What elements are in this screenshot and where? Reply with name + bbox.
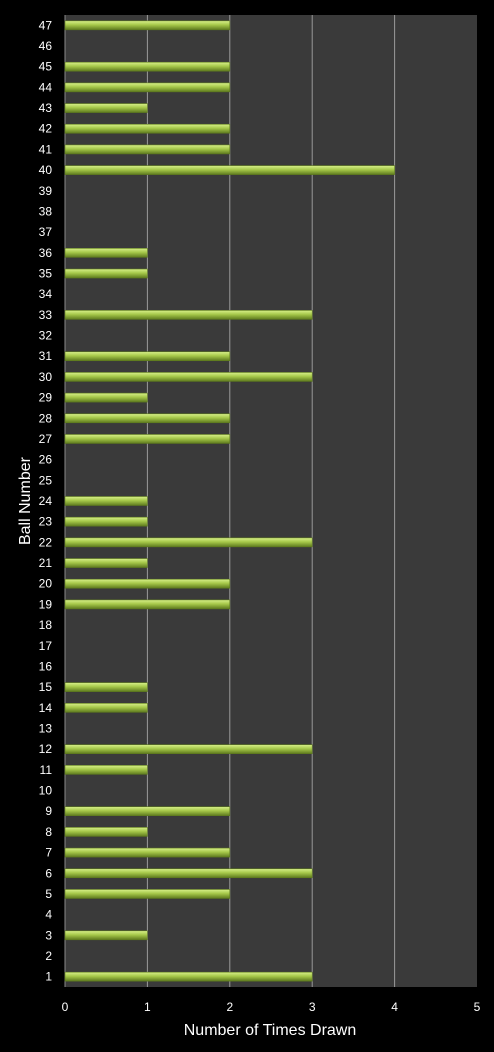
y-tick-label: 3 xyxy=(45,928,52,942)
y-tick-label: 18 xyxy=(39,618,53,632)
bar-ball-30 xyxy=(64,372,313,382)
y-tick-label: 11 xyxy=(40,763,53,777)
bar-ball-21 xyxy=(64,558,148,568)
y-tick-label: 4 xyxy=(45,908,52,922)
y-tick-label: 25 xyxy=(39,473,53,487)
x-tick-label: 3 xyxy=(309,1000,316,1014)
bar-ball-28 xyxy=(64,413,231,424)
y-tick-label: 36 xyxy=(39,246,53,260)
y-tick-label: 8 xyxy=(45,825,52,839)
bar-ball-9 xyxy=(64,806,231,817)
y-tick-label: 6 xyxy=(45,866,52,880)
y-tick-label: 31 xyxy=(39,349,53,363)
y-tick-label: 1 xyxy=(45,970,52,984)
gridlines xyxy=(64,15,396,987)
bar-ball-47 xyxy=(64,20,231,31)
y-tick-label: 44 xyxy=(39,80,53,94)
bar-ball-40 xyxy=(64,165,395,175)
y-tick-label: 32 xyxy=(39,329,53,343)
y-tick-label: 15 xyxy=(39,680,53,694)
y-tick-label: 5 xyxy=(45,887,52,901)
y-tick-label: 20 xyxy=(39,577,53,591)
bar-ball-31 xyxy=(64,351,231,362)
bar-ball-23 xyxy=(64,516,148,527)
x-tick-label: 1 xyxy=(144,1000,151,1014)
bar-ball-35 xyxy=(64,268,148,279)
y-tick-label: 45 xyxy=(39,60,53,74)
y-tick-label: 23 xyxy=(39,515,53,529)
bar-ball-41 xyxy=(64,144,231,155)
x-tick-label: 2 xyxy=(226,1000,233,1014)
bar-ball-8 xyxy=(64,827,148,837)
y-tick-label: 24 xyxy=(39,494,53,508)
bar-ball-6 xyxy=(64,868,313,879)
y-tick-label: 33 xyxy=(39,308,53,322)
y-tick-label: 46 xyxy=(39,39,53,53)
y-tick-label: 9 xyxy=(45,804,52,818)
x-axis-title: Number of Times Drawn xyxy=(184,1022,357,1039)
y-tick-labels: 1234567891011121314151617181920212223242… xyxy=(39,18,53,983)
y-tick-label: 42 xyxy=(39,122,53,136)
bar-ball-7 xyxy=(64,847,231,858)
bar-ball-42 xyxy=(64,123,231,134)
y-tick-label: 28 xyxy=(39,411,53,425)
y-axis-title: Ball Number xyxy=(17,456,34,545)
y-tick-label: 22 xyxy=(39,535,53,549)
x-tick-label: 0 xyxy=(62,1000,69,1014)
y-tick-label: 29 xyxy=(39,391,53,405)
y-tick-label: 19 xyxy=(39,597,53,611)
x-tick-labels: 0 1 2 3 4 5 xyxy=(62,1000,481,1014)
bar-ball-1 xyxy=(64,971,313,982)
y-tick-label: 47 xyxy=(39,18,53,32)
bar-ball-12 xyxy=(64,744,313,754)
bar-ball-19 xyxy=(64,599,231,610)
y-tick-label: 37 xyxy=(39,225,53,239)
bar-ball-29 xyxy=(64,392,148,403)
bars xyxy=(64,20,395,982)
y-tick-label: 39 xyxy=(39,184,53,198)
y-tick-label: 35 xyxy=(39,267,53,281)
bar-ball-3 xyxy=(64,930,148,941)
x-tick-label: 4 xyxy=(391,1000,398,1014)
y-tick-label: 10 xyxy=(39,784,53,798)
y-tick-label: 41 xyxy=(39,142,53,156)
y-tick-label: 21 xyxy=(39,556,53,570)
bar-ball-20 xyxy=(64,578,231,589)
bar-ball-22 xyxy=(64,537,313,548)
bar-ball-11 xyxy=(64,765,148,775)
bar-ball-43 xyxy=(64,103,148,113)
bar-ball-27 xyxy=(64,434,231,444)
y-tick-label: 16 xyxy=(39,659,53,673)
y-tick-label: 38 xyxy=(39,204,53,218)
y-tick-label: 2 xyxy=(45,949,52,963)
y-tick-label: 30 xyxy=(39,370,53,384)
bar-ball-24 xyxy=(64,496,148,506)
y-tick-label: 34 xyxy=(39,287,53,301)
bar-ball-5 xyxy=(64,889,231,899)
y-tick-label: 7 xyxy=(45,846,52,860)
y-tick-label: 14 xyxy=(39,701,53,715)
y-tick-label: 12 xyxy=(39,742,53,756)
bar-ball-44 xyxy=(64,82,231,93)
bar-ball-33 xyxy=(64,310,313,320)
y-tick-label: 40 xyxy=(39,163,53,177)
bar-ball-15 xyxy=(64,682,148,692)
bar-ball-45 xyxy=(64,61,231,72)
bar-ball-14 xyxy=(64,703,148,713)
x-tick-label: 5 xyxy=(474,1000,481,1014)
y-tick-label: 17 xyxy=(39,639,53,653)
y-tick-label: 13 xyxy=(39,721,53,735)
y-tick-label: 43 xyxy=(39,101,53,115)
y-tick-label: 26 xyxy=(39,453,53,467)
bar-ball-36 xyxy=(64,248,148,258)
y-tick-label: 27 xyxy=(39,432,53,446)
